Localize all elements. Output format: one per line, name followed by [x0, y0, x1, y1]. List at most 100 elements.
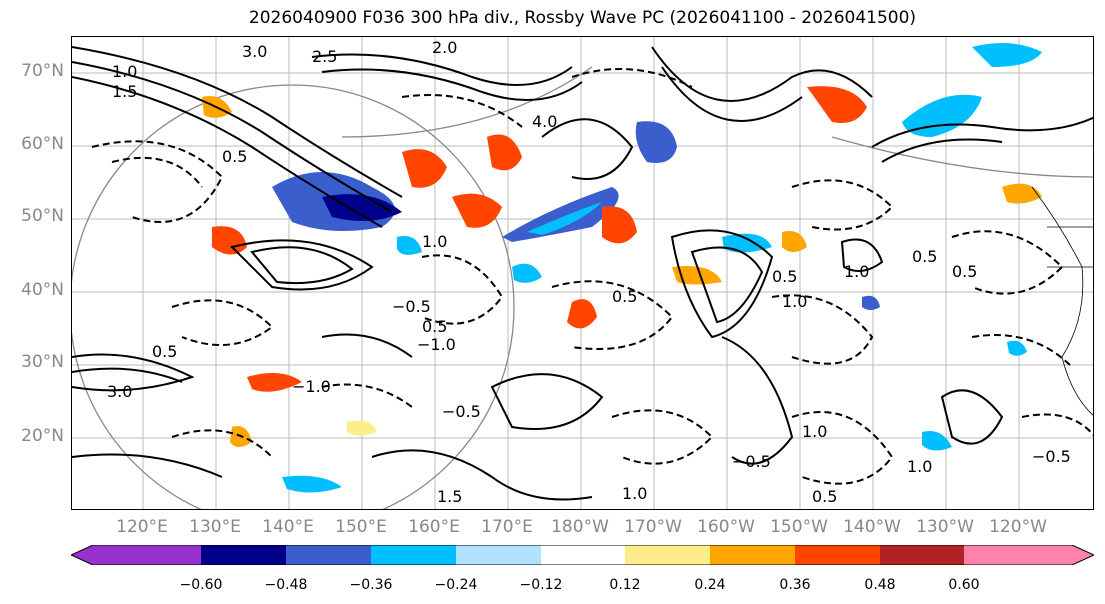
contour-label: 0.5	[422, 317, 447, 336]
lon-label-170e: 170°E	[481, 517, 533, 537]
colorbar-tick-label: −0.48	[264, 577, 308, 593]
negative-contours	[91, 68, 1093, 485]
colorbar-svg	[69, 544, 1096, 566]
contour-label: 1.0	[112, 62, 137, 81]
positive-div-area	[567, 299, 597, 329]
strong-negative-div-area	[322, 194, 402, 221]
contour-label: −0.5	[732, 452, 771, 471]
contour-label: 3.0	[242, 42, 267, 61]
lon-label-120e: 120°E	[116, 517, 168, 537]
negative-div-area	[397, 236, 422, 255]
colorbar	[69, 544, 1096, 566]
contour-label: 1.0	[782, 292, 807, 311]
colorbar-tick-label: −0.36	[349, 577, 393, 593]
positive-div-area	[247, 373, 302, 392]
reference-circles	[72, 66, 1093, 509]
contour-label: 2.5	[312, 47, 337, 66]
lon-label-140e: 140°E	[262, 517, 314, 537]
contour-label: 3.0	[107, 382, 132, 401]
colorbar-tick-label: 0.60	[948, 577, 980, 593]
positive-div-area	[782, 231, 807, 252]
contour-label: 1.5	[112, 82, 137, 101]
lat-label-60n: 60°N	[21, 134, 64, 154]
positive-div-area	[452, 193, 502, 228]
lon-label-130e: 130°E	[189, 517, 241, 537]
positive-div-area	[1002, 183, 1042, 204]
divergence-shading	[202, 43, 1042, 493]
lat-label-70n: 70°N	[21, 61, 64, 81]
contour-label: 0.5	[612, 287, 637, 306]
colorbar-segment	[710, 545, 795, 565]
weak-positive-div-area	[347, 420, 377, 436]
contour-label: 0.5	[812, 487, 837, 506]
negative-div-area	[862, 295, 880, 310]
lat-label-30n: 30°N	[21, 352, 64, 372]
contour-label: 4.0	[532, 112, 557, 131]
colorbar-segment	[201, 545, 286, 565]
negative-div-area	[502, 187, 619, 242]
negative-div-area	[972, 43, 1042, 67]
colorbar-tick-label: −0.24	[434, 577, 478, 593]
colorbar-tick-label: 0.12	[609, 577, 641, 593]
contour-label: −0.5	[442, 402, 481, 421]
lon-label-180w: 180°W	[551, 517, 609, 537]
colorbar-segment	[964, 545, 1094, 565]
colorbar-segment	[541, 545, 625, 565]
colorbar-tick-label: −0.60	[179, 577, 223, 593]
negative-div-area	[1007, 340, 1027, 356]
colorbar-tick-label: 0.36	[779, 577, 811, 593]
lon-label-140w: 140°W	[843, 517, 901, 537]
lon-label-150w: 150°W	[770, 517, 828, 537]
colorbar-segment	[371, 545, 456, 565]
contour-label: 1.0	[802, 422, 827, 441]
negative-div-area	[922, 431, 952, 451]
colorbar-segment	[286, 545, 371, 565]
lat-label-20n: 20°N	[21, 426, 64, 446]
contour-label: 1.0	[907, 457, 932, 476]
contour-label-group: 3.0 2.0 1.0 0.5 −0.5 1.5 −1.0 4.0 2.5 −0…	[107, 38, 1071, 506]
contour-label: 0.5	[222, 147, 247, 166]
map-title: 2026040900 F036 300 hPa div., Rossby Wav…	[248, 8, 917, 28]
colorbar-segment	[71, 545, 201, 565]
contour-label: −1.0	[292, 377, 331, 396]
lat-label-50n: 50°N	[21, 206, 64, 226]
positive-div-area	[602, 206, 637, 244]
negative-div-area	[902, 94, 982, 137]
negative-div-area	[512, 263, 542, 283]
contour-label: −0.5	[392, 297, 431, 316]
negative-div-area	[635, 121, 677, 163]
colorbar-tick-label: 0.24	[694, 577, 726, 593]
positive-div-area	[807, 86, 867, 123]
positive-div-area	[212, 226, 247, 255]
contour-label: 0.5	[772, 267, 797, 286]
contour-label: 2.0	[432, 38, 457, 57]
positive-div-area	[487, 134, 522, 171]
negative-div-area	[282, 475, 342, 493]
negative-div-area	[722, 233, 772, 253]
contour-label: 0.5	[152, 342, 177, 361]
contour-label: 0.5	[952, 262, 977, 281]
contour-label: −1.0	[417, 335, 456, 354]
positive-div-area	[402, 149, 447, 188]
contour-label: 1.0	[422, 232, 447, 251]
lon-label-130w: 130°W	[916, 517, 974, 537]
contour-label: 1.0	[844, 262, 869, 281]
map-panel: 3.0 2.0 1.0 0.5 −0.5 1.5 −1.0 4.0 2.5 −0…	[71, 36, 1094, 510]
contour-label: 0.5	[912, 247, 937, 266]
colorbar-segment	[795, 545, 880, 565]
contour-label: −0.5	[1032, 447, 1071, 466]
colorbar-segment	[625, 545, 710, 565]
lon-label-150e: 150°E	[335, 517, 387, 537]
coastlines	[1031, 186, 1093, 416]
lat-label-40n: 40°N	[21, 280, 64, 300]
colorbar-tick-label: −0.12	[519, 577, 563, 593]
lon-label-170w: 170°W	[624, 517, 682, 537]
contour-label: 1.0	[622, 484, 647, 503]
colorbar-tick-label: 0.48	[864, 577, 896, 593]
lon-label-160e: 160°E	[408, 517, 460, 537]
colorbar-segment	[456, 545, 541, 565]
colorbar-segment	[880, 545, 964, 565]
map-canvas: 3.0 2.0 1.0 0.5 −0.5 1.5 −1.0 4.0 2.5 −0…	[72, 37, 1093, 509]
lon-label-120w: 120°W	[989, 517, 1047, 537]
negative-div-area	[527, 202, 602, 235]
